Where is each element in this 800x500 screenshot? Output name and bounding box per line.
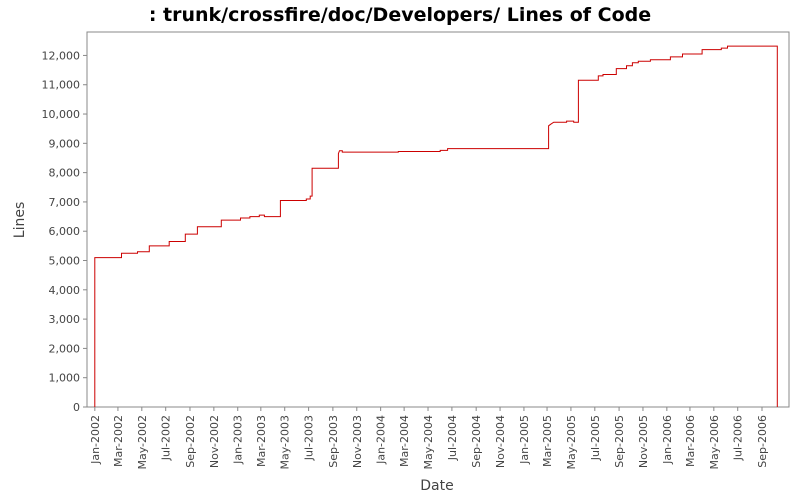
x-tick-label: Sep-2005: [613, 415, 626, 468]
x-tick-label: May-2005: [565, 415, 578, 470]
x-tick-label: Jul-2003: [303, 415, 316, 461]
x-tick-label: Jul-2006: [732, 415, 745, 461]
y-tick-label: 11,000: [42, 79, 81, 92]
x-tick-label: Jan-2002: [89, 415, 102, 465]
y-tick-label: 2,000: [49, 342, 81, 355]
y-tick-label: 3,000: [49, 313, 81, 326]
x-tick-label: May-2006: [708, 415, 721, 470]
x-axis-label: Date: [420, 478, 453, 494]
x-tick-label: Mar-2003: [255, 415, 268, 467]
chart-title: : trunk/crossfire/doc/Developers/ Lines …: [149, 4, 651, 26]
series-line: [94, 45, 778, 407]
y-tick-label: 9,000: [49, 137, 81, 150]
x-tick-label: Mar-2005: [541, 415, 554, 467]
x-tick-label: May-2002: [136, 415, 149, 470]
x-tick-label: May-2003: [279, 415, 292, 470]
x-tick-label: May-2004: [422, 415, 435, 470]
y-axis-label: Lines: [12, 202, 28, 238]
x-tick-label: Nov-2005: [637, 415, 650, 468]
x-tick-label: Jul-2002: [160, 415, 173, 461]
x-tick-label: Jan-2006: [661, 415, 674, 465]
series-layer: [94, 45, 778, 407]
y-tick-label: 8,000: [49, 167, 81, 180]
y-tick-label: 6,000: [49, 225, 81, 238]
y-tick-label: 7,000: [49, 196, 81, 209]
y-tick-label: 4,000: [49, 284, 81, 297]
x-tick-label: Jan-2003: [232, 415, 245, 465]
x-axis: Jan-2002 Mar-2002 May-2002 Jul-2002 Sep-2002…: [89, 407, 769, 470]
y-tick-label: 12,000: [42, 49, 81, 62]
y-axis: 0 1,000 2,000 3,000 4,000 5,000 6,000 7,000 8,00…: [42, 49, 87, 414]
x-tick-label: Jan-2005: [518, 415, 531, 465]
x-tick-label: Sep-2002: [184, 415, 197, 468]
x-tick-label: Sep-2004: [470, 415, 483, 468]
x-tick-label: Sep-2006: [756, 415, 769, 468]
y-tick-label: 0: [73, 401, 80, 414]
x-tick-label: Mar-2004: [398, 415, 411, 467]
y-tick-label: 1,000: [49, 372, 81, 385]
plot-area: [86, 31, 790, 408]
x-tick-label: Nov-2004: [494, 415, 507, 468]
y-tick-label: 10,000: [42, 108, 81, 121]
x-tick-label: Jul-2004: [446, 415, 459, 461]
y-tick-label: 5,000: [49, 255, 81, 268]
x-tick-label: Mar-2006: [684, 415, 697, 467]
x-tick-label: Jan-2004: [375, 415, 388, 465]
x-tick-label: Mar-2002: [112, 415, 125, 467]
x-tick-label: Jul-2005: [589, 415, 602, 461]
x-tick-label: Nov-2003: [351, 415, 364, 468]
x-tick-label: Sep-2003: [327, 415, 340, 468]
x-tick-label: Nov-2002: [208, 415, 221, 468]
